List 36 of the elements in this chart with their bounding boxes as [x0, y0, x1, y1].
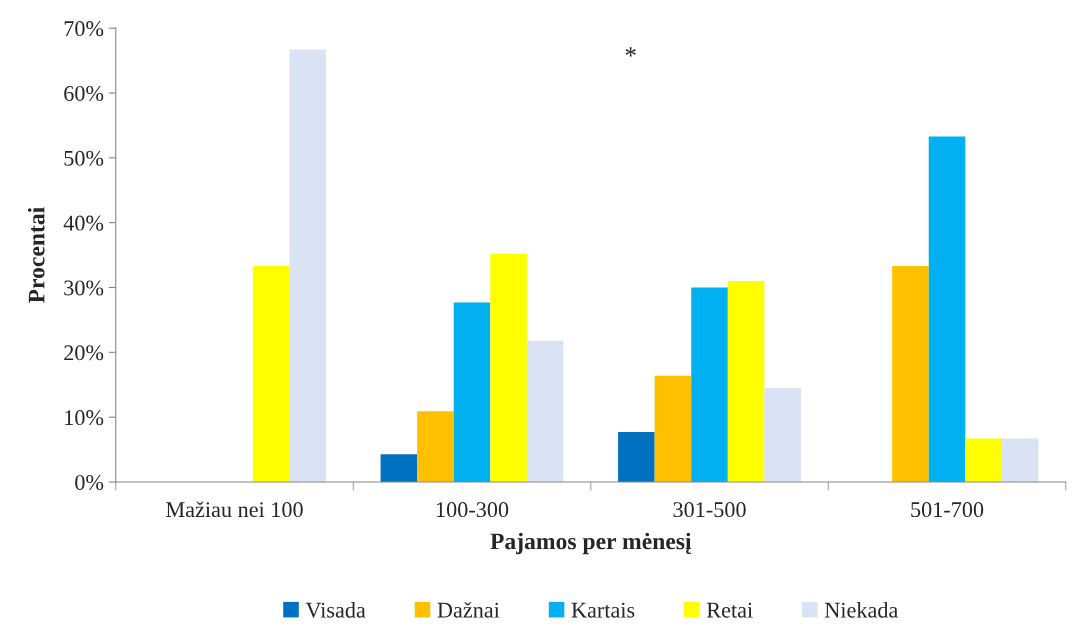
legend-label: Niekada: [824, 602, 899, 618]
legend-label: Retai: [706, 602, 753, 618]
bar: [526, 340, 564, 483]
y-tick-label: 40%: [63, 215, 104, 231]
y-tick-label: 70%: [64, 21, 104, 37]
y-tick-label: 10%: [65, 410, 104, 426]
y-tick-label: 20%: [64, 345, 104, 361]
bar: [764, 388, 801, 483]
bar: [654, 375, 692, 483]
bar: [1001, 438, 1039, 483]
x-tick-label: 100-300: [436, 502, 509, 518]
bar: [289, 49, 326, 483]
x-axis-title: Pajamos per mėnesį: [490, 532, 692, 555]
y-tick-label: 30%: [64, 280, 104, 296]
bar: [727, 281, 765, 483]
bar: [691, 287, 728, 483]
bar: [453, 302, 491, 483]
bar: [252, 266, 290, 483]
bar: [417, 411, 454, 483]
y-axis-title: Procentai: [27, 207, 45, 303]
y-tick-label: 0%: [75, 474, 104, 491]
bar: [380, 454, 418, 483]
bar: [928, 136, 966, 483]
legend-label: Dažnai: [437, 601, 500, 618]
bar: [892, 266, 929, 483]
x-tick-label: 501-700: [911, 502, 984, 518]
y-tick-label: 50%: [64, 150, 104, 166]
annotation: *: [625, 47, 636, 57]
legend-label: Kartais: [571, 602, 635, 618]
bar: [618, 432, 655, 483]
x-tick-label: Mažiau nei 100: [166, 501, 303, 518]
bar: [965, 438, 1002, 483]
x-tick-label: 301-500: [673, 502, 746, 518]
y-tick-label: 60%: [64, 85, 104, 102]
legend-label: Visada: [305, 602, 366, 618]
bar: [490, 253, 527, 483]
